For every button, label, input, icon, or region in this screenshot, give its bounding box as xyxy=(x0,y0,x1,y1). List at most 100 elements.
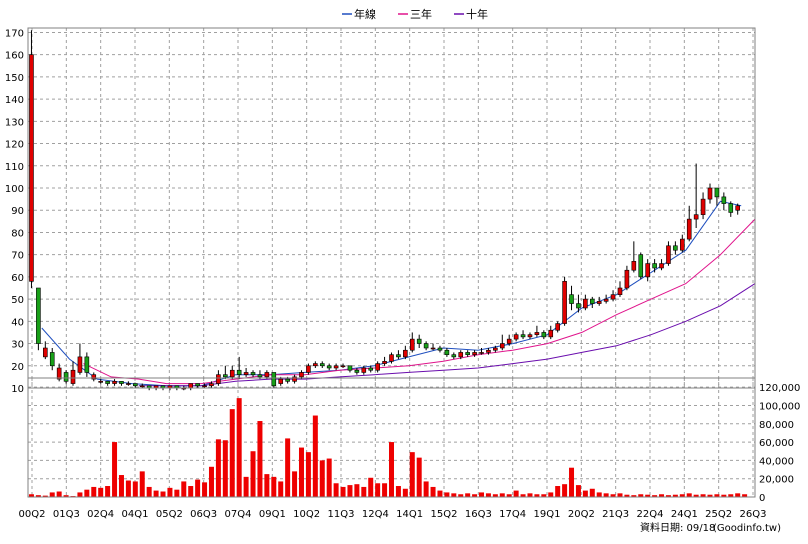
volume-bar xyxy=(292,471,298,497)
volume-bar xyxy=(596,492,602,497)
volume-bar xyxy=(679,494,685,497)
x-tick-label: 15Q2 xyxy=(431,509,458,520)
candle-body xyxy=(465,352,470,355)
volume-bar xyxy=(707,494,713,497)
candlesticks xyxy=(29,30,740,391)
volume-bar xyxy=(631,495,637,497)
price-tick-label: 30 xyxy=(11,340,24,351)
volume-bar xyxy=(181,481,187,497)
x-tick-label: 02Q4 xyxy=(87,509,114,520)
price-tick-label: 20 xyxy=(11,362,24,373)
candle xyxy=(195,383,200,388)
candle xyxy=(493,345,498,353)
candle-body xyxy=(361,367,367,373)
candle xyxy=(139,383,145,388)
volume-bar xyxy=(513,490,519,497)
candle-body xyxy=(313,363,318,367)
candle-body xyxy=(243,372,249,375)
candle-body xyxy=(728,203,734,213)
candle-body xyxy=(396,354,401,358)
volume-bar xyxy=(534,494,540,497)
volume-bar xyxy=(575,485,581,497)
candle xyxy=(223,365,228,380)
price-tick-label: 70 xyxy=(11,251,24,262)
candle xyxy=(527,332,533,340)
volume-bar xyxy=(215,439,221,497)
candle-body xyxy=(91,374,97,380)
x-tick-label: 06Q3 xyxy=(190,509,217,520)
volume-bar xyxy=(672,494,678,497)
candle xyxy=(43,341,48,360)
candle xyxy=(209,381,214,388)
volume-bar xyxy=(652,495,658,497)
candle xyxy=(63,370,69,384)
candle xyxy=(555,321,560,333)
candle xyxy=(271,372,277,388)
volume-bar xyxy=(714,494,720,497)
candle xyxy=(77,343,83,375)
candle-body xyxy=(693,214,699,220)
candle-body xyxy=(416,338,422,344)
volume-bar xyxy=(354,484,360,497)
volume-bar xyxy=(49,492,55,497)
candle xyxy=(340,363,346,368)
volume-bar xyxy=(112,442,118,497)
volume-bar xyxy=(389,442,394,497)
candle xyxy=(645,259,650,282)
volume-bar xyxy=(499,493,505,497)
x-tick-label: 16Q3 xyxy=(465,509,492,520)
candle xyxy=(49,348,55,371)
volume-bar xyxy=(402,488,408,497)
candle xyxy=(98,379,103,384)
volume-tick-label: 40,000 xyxy=(759,456,794,467)
volume-bar xyxy=(416,457,422,497)
price-tick-label: 10 xyxy=(11,384,24,395)
candle-body xyxy=(36,287,41,344)
candle-body xyxy=(119,381,124,384)
volume-bar xyxy=(326,458,332,497)
volume-bar xyxy=(582,490,588,497)
candle xyxy=(541,330,547,340)
x-tick-label: 19Q1 xyxy=(534,509,561,520)
volume-tick-label: 120,000 xyxy=(759,383,800,394)
candle-body xyxy=(707,187,713,200)
volume-bar xyxy=(659,494,665,497)
volume-bar xyxy=(375,483,381,497)
volume-bar xyxy=(35,495,41,497)
candle-body xyxy=(569,294,574,304)
candle-body xyxy=(638,254,644,278)
volume-bar xyxy=(645,494,651,497)
volume-bar xyxy=(728,494,734,497)
volume-bar xyxy=(603,493,609,497)
volume-bar xyxy=(437,490,443,497)
candle-body xyxy=(499,343,505,349)
volume-bar xyxy=(146,486,152,497)
candle-body xyxy=(652,263,657,269)
candle xyxy=(112,379,117,386)
candle-body xyxy=(368,367,374,371)
candle xyxy=(313,361,318,368)
price-tick-label: 50 xyxy=(11,295,24,306)
candle xyxy=(728,201,734,217)
price-tick-label: 100 xyxy=(5,184,24,195)
candle-body xyxy=(596,301,602,304)
volume-bar xyxy=(347,485,353,497)
candle xyxy=(610,290,616,302)
volume-bar xyxy=(77,492,83,497)
volume-bar xyxy=(202,482,208,497)
x-tick-label: 20Q2 xyxy=(568,509,595,520)
x-tick-label: 10Q2 xyxy=(293,509,320,520)
volume-bar xyxy=(409,452,415,497)
candle xyxy=(416,334,422,348)
candle xyxy=(36,287,41,351)
price-tick-label: 60 xyxy=(11,273,24,284)
candle xyxy=(229,365,235,380)
price-tick-label: 110 xyxy=(5,162,24,173)
price-tick-label: 40 xyxy=(11,317,24,328)
candle-body xyxy=(133,383,138,387)
volume-bar xyxy=(250,451,256,497)
candle-body xyxy=(236,369,242,375)
candle xyxy=(368,365,374,373)
candle-body xyxy=(229,369,235,378)
